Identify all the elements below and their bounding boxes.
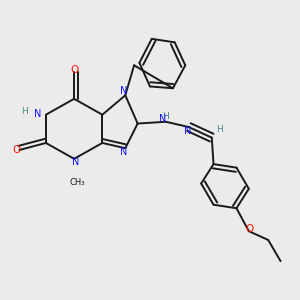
- Text: N: N: [34, 109, 42, 119]
- Text: N: N: [120, 86, 127, 96]
- Text: H: H: [163, 112, 169, 121]
- Text: N: N: [159, 114, 167, 124]
- Text: O: O: [13, 145, 21, 155]
- Text: N: N: [120, 147, 127, 157]
- Text: O: O: [70, 64, 78, 74]
- Text: N: N: [184, 126, 192, 136]
- Text: H: H: [21, 107, 27, 116]
- Text: H: H: [216, 125, 223, 134]
- Text: CH₃: CH₃: [69, 178, 85, 187]
- Text: O: O: [245, 224, 254, 234]
- Text: N: N: [72, 157, 80, 166]
